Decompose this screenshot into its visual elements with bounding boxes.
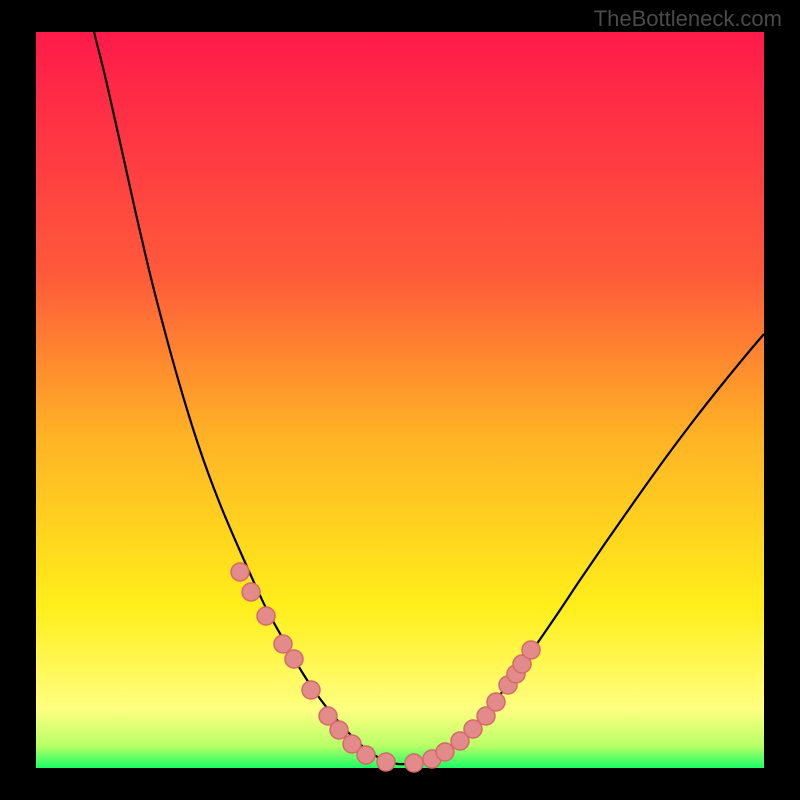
curve-marker (522, 641, 540, 659)
watermark-text: TheBottleneck.com (594, 6, 782, 32)
curve-marker (274, 635, 292, 653)
curve-marker (257, 607, 275, 625)
bottleneck-curve (94, 32, 764, 764)
curve-marker (302, 681, 320, 699)
plot-area (36, 32, 764, 768)
curve-marker (242, 583, 260, 601)
curve-marker (436, 743, 454, 761)
curve-marker (405, 754, 423, 772)
curve-marker (357, 746, 375, 764)
curve-layer (36, 32, 764, 768)
curve-markers-right (405, 641, 540, 772)
curve-markers-left (231, 563, 395, 771)
curve-marker (330, 721, 348, 739)
chart-frame: TheBottleneck.com (0, 0, 800, 800)
curve-marker (377, 753, 395, 771)
curve-marker (285, 650, 303, 668)
curve-marker (487, 693, 505, 711)
curve-marker (231, 563, 249, 581)
